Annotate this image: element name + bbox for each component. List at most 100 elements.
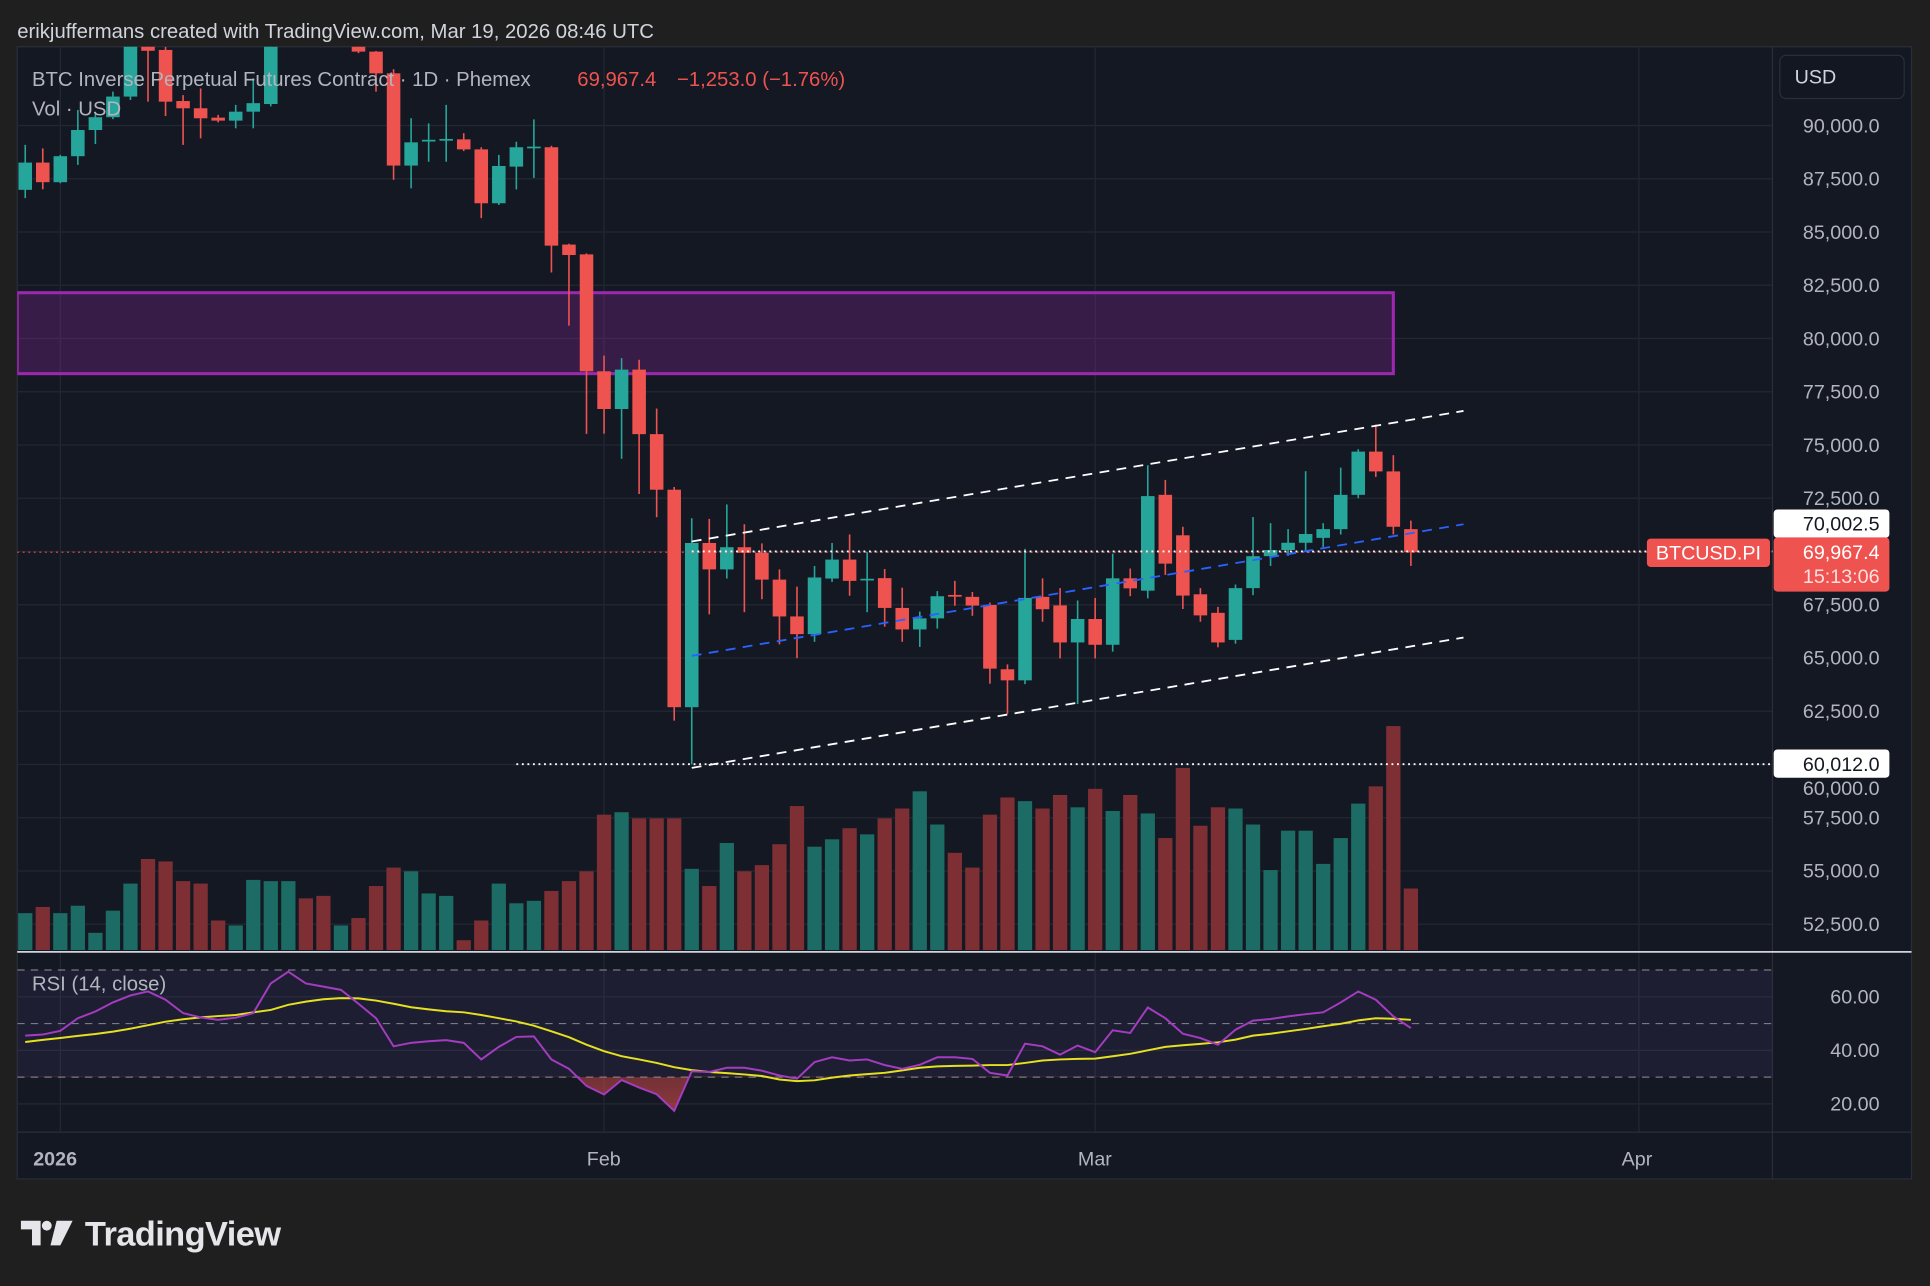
volume-bar [1000, 797, 1015, 951]
volume-bar [1263, 870, 1278, 951]
price-tick-label: 62,500.0 [1803, 701, 1880, 723]
candle-body [562, 244, 576, 256]
price-tick-label: 57,500.0 [1803, 807, 1880, 829]
volume-bar [351, 918, 366, 951]
current-price-label: 69,967.415:13:06 [1773, 537, 1890, 592]
rsi-pane [17, 969, 1773, 1113]
candle-body [492, 165, 506, 204]
level-high-label-box [1773, 509, 1890, 538]
candle-body [1228, 588, 1243, 640]
volume-bar [439, 895, 454, 951]
price-axis[interactable]: 52,500.0 55,000.0 57,500.0 60,000.0 62,500.0… [1803, 115, 1880, 936]
candle-body [18, 162, 33, 190]
candle-body [948, 594, 962, 597]
price-tick-label: 67,500.0 [1803, 595, 1880, 617]
volume-bar [614, 812, 629, 951]
candle-body [158, 49, 173, 102]
candle-body [1404, 529, 1418, 553]
volume-bar [789, 806, 805, 951]
rsi-tick-label: 40.00 [1830, 1040, 1879, 1062]
currency-button[interactable]: USD [1779, 54, 1905, 100]
candle-body [176, 101, 190, 109]
bar-countdown-text: 15:13:06 [1803, 566, 1880, 588]
price-tick-label: 82,500.0 [1803, 275, 1880, 297]
tradingview-logo: TradingView [20, 1215, 282, 1253]
channel-upper-line[interactable] [691, 410, 1464, 543]
candle-body [930, 596, 945, 619]
volume-legend[interactable]: Vol · USD [32, 99, 121, 121]
volume-bar [631, 818, 647, 951]
volume-bar [263, 881, 278, 951]
volume-bar [982, 814, 998, 951]
volume-bar [456, 940, 471, 951]
candle-body [1369, 451, 1383, 472]
volume-bar [1403, 888, 1419, 951]
candle-body [1035, 596, 1050, 610]
tradingview-logo-icon [20, 1220, 73, 1246]
candle-body [1211, 612, 1225, 643]
candle-body [123, 46, 138, 97]
volume-bar [877, 818, 892, 951]
candle-body [404, 142, 418, 166]
candle-body [264, 46, 278, 105]
level-high-label-text: 70,002.5 [1803, 513, 1880, 535]
price-tick-label: 90,000.0 [1803, 115, 1880, 137]
rsi-tick-label: 20.00 [1830, 1094, 1879, 1116]
volume-bar [1210, 807, 1226, 951]
candle-body [1246, 556, 1260, 589]
volume-bar [105, 910, 121, 951]
candle-body [912, 618, 927, 630]
volume-bar [123, 883, 138, 951]
candle-body [649, 434, 664, 490]
chart-panel [16, 46, 1913, 1180]
price-tick-label: 55,000.0 [1803, 861, 1880, 883]
candle-body [1176, 535, 1190, 596]
volume-bar [1158, 838, 1173, 951]
candle-body [1351, 451, 1366, 495]
candle-body [1263, 550, 1278, 557]
rsi-legend[interactable]: RSI (14, close) [32, 974, 166, 996]
candle-body [684, 542, 699, 708]
candle-body [246, 103, 261, 112]
attribution-text: erikjuffermans created with TradingView.… [17, 21, 654, 43]
candle-body [1088, 619, 1102, 645]
candle-body [211, 117, 225, 121]
volume-bar [596, 814, 612, 951]
volume-bar [1140, 813, 1155, 951]
candle-body [614, 369, 629, 410]
candle-body [965, 596, 980, 606]
price-tick-label: 87,500.0 [1803, 169, 1880, 191]
candle-body [421, 139, 436, 142]
rsi-axis[interactable]: 20.00 40.00 60.00 [1830, 987, 1879, 1116]
volume-bar [719, 842, 734, 951]
candle-body [1018, 597, 1032, 681]
price-tick-label: 85,000.0 [1803, 222, 1880, 244]
candle-body [877, 578, 892, 608]
volume-bar [807, 846, 822, 951]
volume-bar [544, 890, 559, 951]
logo-text: TradingView [85, 1215, 281, 1253]
price-labels: 70,002.5 60,012.0 BTCUSD.PI 69,967.415:13:0… [1646, 509, 1890, 778]
symbol-tag-text: BTCUSD.PI [1656, 543, 1761, 565]
volume-bar [158, 861, 173, 951]
candle-body [141, 46, 155, 51]
candle-body [1070, 619, 1085, 643]
volume-bar [1193, 825, 1208, 951]
volume-bar [965, 867, 980, 951]
volume-bar [1368, 786, 1383, 951]
volume-bar [1351, 803, 1366, 951]
candle-body [386, 73, 401, 166]
currency-label: USD [1795, 67, 1837, 89]
symbol-legend[interactable]: BTC Inverse Perpetual Futures Contract ·… [32, 69, 531, 91]
supply-zone-rect[interactable] [17, 291, 1395, 376]
channel-lower-line[interactable] [691, 636, 1464, 769]
volume-bar [737, 871, 752, 951]
volume-bar [1123, 794, 1138, 951]
candle-body [228, 111, 243, 121]
time-axis[interactable]: 2026 Feb Mar Apr [33, 1148, 1653, 1170]
candle-body [772, 579, 787, 617]
candle-body [702, 542, 717, 570]
volume-bar [474, 920, 489, 951]
candle-body [1333, 494, 1348, 530]
